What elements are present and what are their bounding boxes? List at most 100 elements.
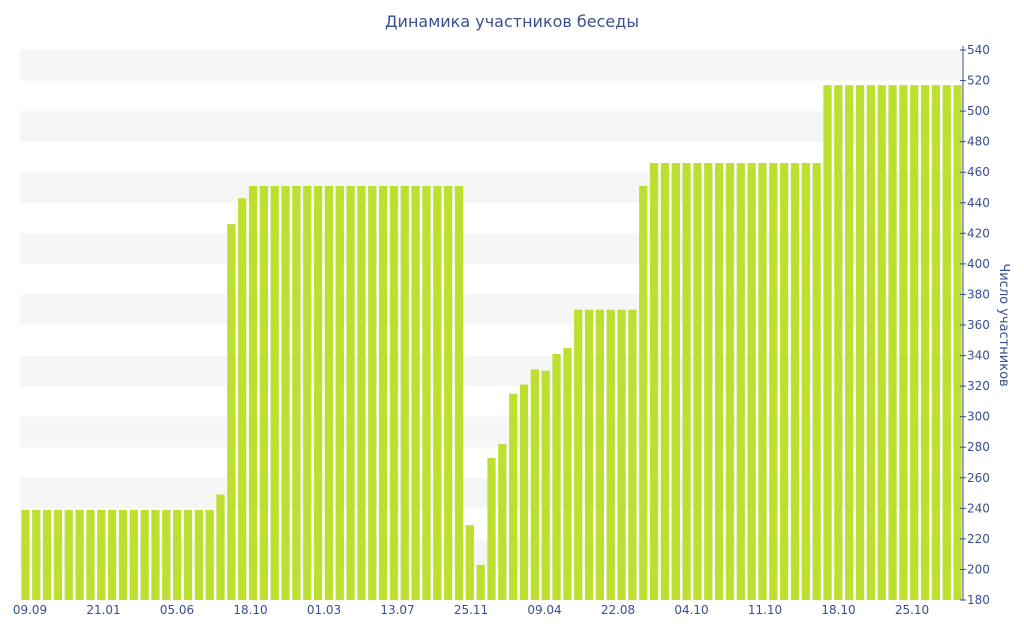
bar [21, 509, 30, 600]
y-tick-label: 180 [967, 593, 990, 607]
bar [75, 509, 84, 600]
bar [747, 163, 756, 601]
bar [628, 309, 637, 600]
y-tick-label: 540 [967, 43, 990, 57]
bar [758, 163, 767, 601]
bar [595, 309, 605, 600]
bar [920, 85, 930, 600]
bar [682, 163, 691, 601]
bar [899, 85, 908, 600]
grid-band [20, 294, 963, 325]
bar [855, 85, 865, 600]
bar [704, 163, 713, 601]
x-tick-label: 21.01 [86, 603, 120, 617]
bar [53, 509, 63, 600]
bar [888, 85, 897, 600]
bar [368, 185, 377, 600]
bar [541, 370, 550, 600]
x-tick-label: 09.04 [527, 603, 561, 617]
bar-series [21, 85, 962, 601]
bar [801, 163, 810, 601]
bar [769, 163, 778, 601]
x-tick-label: 22.08 [601, 603, 635, 617]
y-axis: 180 200 220 240 260 280 300 320 340 360 380 400 420 4… [960, 43, 990, 607]
bar [400, 185, 409, 600]
bar [64, 509, 73, 600]
y-tick-label: 360 [967, 318, 990, 332]
bar [465, 525, 474, 600]
y-tick-label: 460 [967, 165, 990, 179]
bar [563, 347, 572, 600]
bar [617, 309, 626, 600]
y-tick-label: 220 [967, 532, 990, 546]
bar [335, 185, 344, 600]
y-tick-label: 500 [967, 104, 990, 118]
bar [151, 509, 160, 600]
bar [389, 185, 399, 600]
bar [910, 85, 919, 600]
bar [194, 509, 203, 600]
bar [259, 185, 268, 600]
bar [227, 224, 236, 600]
y-tick-label: 480 [967, 135, 990, 149]
bar [866, 85, 875, 600]
bar [660, 163, 670, 601]
bar [324, 185, 334, 600]
bar [270, 185, 279, 600]
x-tick-label: 13.07 [380, 603, 414, 617]
bar [812, 163, 821, 601]
bar [183, 509, 193, 600]
bar [238, 198, 247, 600]
y-tick-label: 440 [967, 196, 990, 210]
bar [248, 185, 258, 600]
bar [790, 163, 800, 601]
y-tick-label: 340 [967, 349, 990, 363]
y-tick-label: 280 [967, 440, 990, 454]
grid-band [20, 233, 963, 264]
bar [422, 185, 431, 600]
y-tick-label: 380 [967, 287, 990, 301]
grid-band [20, 50, 963, 81]
bar [346, 185, 355, 600]
y-tick-label: 200 [967, 562, 990, 576]
bar [953, 85, 962, 600]
x-tick-label: 18.10 [821, 603, 855, 617]
y-tick-label: 520 [967, 74, 990, 88]
y-tick-label: 240 [967, 501, 990, 515]
bar [216, 494, 225, 600]
x-tick-label: 11.10 [748, 603, 782, 617]
bar [574, 309, 583, 600]
bar [140, 509, 149, 600]
bar [780, 163, 789, 601]
x-tick-label: 25.10 [895, 603, 929, 617]
bar [411, 185, 420, 600]
y-tick-label: 420 [967, 226, 990, 240]
bar [942, 85, 951, 600]
bar [877, 85, 886, 600]
grid-band [20, 355, 963, 387]
bar [639, 185, 648, 600]
bar [162, 509, 171, 600]
bar [118, 509, 128, 600]
bar [498, 444, 507, 600]
grid-band [20, 111, 963, 142]
bar [32, 509, 41, 600]
grid-band [20, 172, 963, 203]
y-tick-label: 400 [967, 257, 990, 271]
bar [476, 564, 485, 600]
bar [530, 369, 539, 600]
bar [725, 163, 735, 601]
bar [281, 185, 290, 600]
x-tick-label: 05.06 [160, 603, 194, 617]
bar [444, 185, 453, 600]
bar [649, 163, 659, 601]
x-tick-label: 25.11 [454, 603, 488, 617]
bar [378, 185, 388, 600]
y-axis-title: Число участников [996, 263, 1011, 386]
y-tick-label: 260 [967, 471, 990, 485]
x-tick-label: 04.10 [674, 603, 708, 617]
bar [108, 509, 117, 600]
y-tick-label: 300 [967, 410, 990, 424]
bar [519, 384, 529, 600]
